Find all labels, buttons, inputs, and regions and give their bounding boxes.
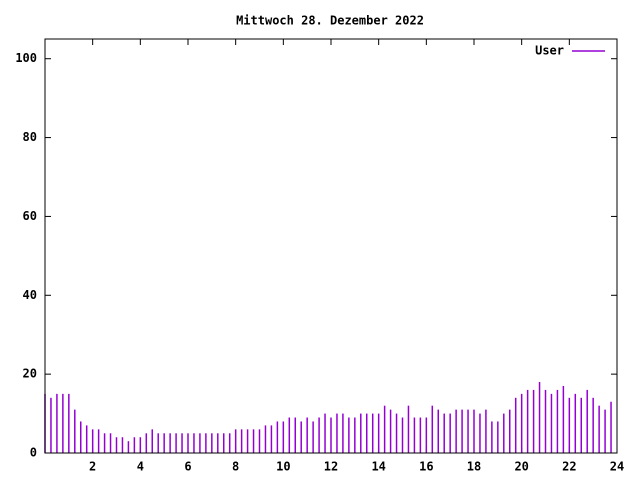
x-tick-label: 2 [89, 460, 96, 474]
x-tick-label: 24 [610, 460, 624, 474]
x-tick-label: 6 [184, 460, 191, 474]
y-tick-label: 20 [23, 367, 37, 381]
x-tick-label: 10 [276, 460, 290, 474]
chart-title: Mittwoch 28. Dezember 2022 [236, 14, 424, 28]
plot-border [44, 38, 618, 454]
x-tick-label: 20 [514, 460, 528, 474]
x-tick-label: 12 [324, 460, 338, 474]
x-tick-label: 4 [137, 460, 144, 474]
legend-label: User [535, 44, 564, 58]
y-tick-label: 60 [23, 209, 37, 223]
x-tick-label: 14 [371, 460, 385, 474]
x-tick-label: 16 [419, 460, 433, 474]
x-tick-label: 8 [232, 460, 239, 474]
x-tick-label: 18 [467, 460, 481, 474]
y-tick-label: 80 [23, 130, 37, 144]
y-tick-label: 40 [23, 288, 37, 302]
y-tick-label: 100 [15, 51, 37, 65]
y-tick-label: 0 [30, 446, 37, 460]
x-tick-label: 22 [562, 460, 576, 474]
